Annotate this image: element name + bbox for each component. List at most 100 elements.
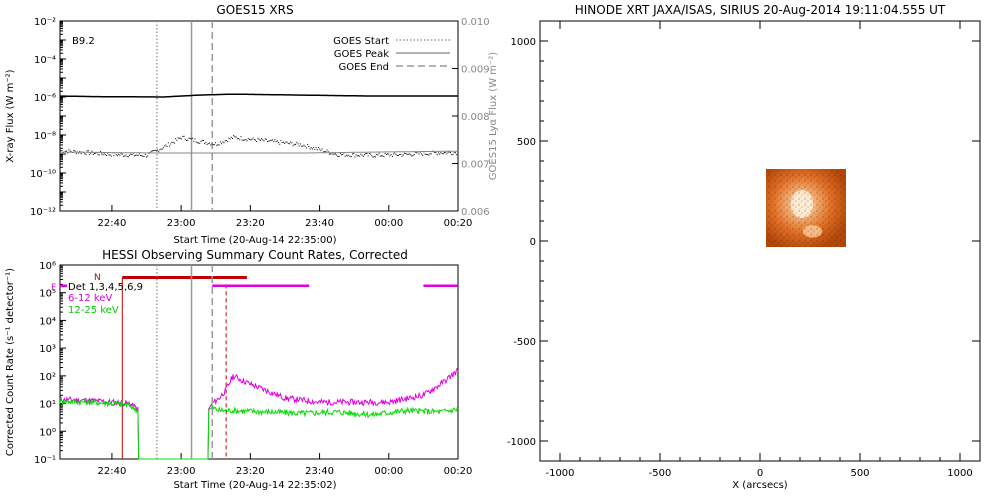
hessi-x-tick-label: 00:20 <box>444 466 473 477</box>
goes-point-short <box>298 145 300 147</box>
goes-point-short <box>107 152 109 154</box>
hessi-legend: F N Det 1,3,4,5,6,9 6-12 keV 12-25 keV <box>51 273 143 316</box>
xrt-x-tick-label: 1000 <box>947 468 972 479</box>
hessi-line-high <box>59 397 459 460</box>
goes-point-short <box>347 155 349 157</box>
goes-point-short <box>256 141 258 143</box>
goes-point-short <box>453 152 455 154</box>
goes-point-short <box>133 155 135 157</box>
goes-point-short <box>221 143 223 145</box>
goes-point-short <box>61 150 63 152</box>
goes-point-short <box>101 153 103 155</box>
goes-point-short <box>325 151 327 153</box>
goes-point-short <box>327 151 329 153</box>
goes-point-short <box>445 151 447 153</box>
goes-point-short <box>170 143 172 145</box>
goes-ylabel: X-ray Flux (W m⁻²) <box>5 69 16 162</box>
goes-point-short <box>124 155 126 157</box>
goes-point-short <box>314 148 316 150</box>
goes-point-short <box>252 137 254 139</box>
goes-point-short <box>213 144 215 146</box>
goes-point-short <box>285 141 287 143</box>
goes-point-short <box>229 138 231 140</box>
goes-point-short <box>255 139 257 141</box>
goes-point-short <box>199 142 201 144</box>
goes-point-short <box>328 153 330 155</box>
goes-point-short <box>142 155 144 157</box>
goes-point-short <box>419 151 421 153</box>
goes-point-short <box>161 148 163 150</box>
goes-point-short <box>337 155 339 157</box>
hessi-xlabel: Start Time (20-Aug-14 22:35:02) <box>173 480 336 491</box>
goes-point-short <box>320 149 322 151</box>
goes-y2-tick-label: 0.008 <box>461 112 490 123</box>
goes-point-short <box>264 138 266 140</box>
goes-point-short <box>368 153 370 155</box>
goes-point-short <box>178 137 180 139</box>
goes-point-short <box>66 150 68 152</box>
hessi-title: HESSI Observing Summary Count Rates, Cor… <box>102 248 408 262</box>
goes-point-short <box>251 138 253 140</box>
goes-point-short <box>89 153 91 155</box>
goes-point-short <box>336 154 338 156</box>
hessi-y-tick-label: 10² <box>39 372 56 383</box>
goes-point-short <box>207 143 209 145</box>
goes-point-short <box>113 155 115 157</box>
goes-panel: GOES15 XRS B9.2 10⁻¹²10⁻¹⁰10⁻⁸10⁻⁶10⁻⁴10… <box>5 3 499 246</box>
goes-point-short <box>238 138 240 140</box>
goes-point-short <box>210 144 212 146</box>
goes-point-short <box>205 141 207 143</box>
xrt-x-tick-label: -1000 <box>545 468 574 479</box>
goes-point-short <box>99 151 101 153</box>
goes-point-short <box>224 140 226 142</box>
goes-point-short <box>241 139 243 141</box>
goes-point-short <box>131 153 133 155</box>
goes-point-short <box>384 152 386 154</box>
goes-point-short <box>344 155 346 157</box>
goes-ylabel-right: GOES15 Lyα Flux (W m⁻²) <box>488 52 499 180</box>
goes-point-short <box>372 156 374 158</box>
goes-y2-tick-label: 0.006 <box>461 207 490 218</box>
goes-y-tick-label: 10⁻⁴ <box>34 55 56 66</box>
goes-point-short <box>235 136 237 138</box>
goes-point-short <box>259 139 261 141</box>
goes-point-short <box>176 139 178 141</box>
goes-point-short <box>434 151 436 153</box>
goes-point-short <box>196 142 198 144</box>
goes-point-short <box>240 136 242 138</box>
goes-point-short <box>217 144 219 146</box>
xrt-title: HINODE XRT JAXA/ISAS, SIRIUS 20-Aug-2014… <box>575 3 946 17</box>
goes-legend: GOES Start GOES Peak GOES End <box>333 36 450 73</box>
goes-point-short <box>129 154 131 156</box>
xrt-image-noise <box>766 169 846 247</box>
xrt-y-tick-label: -500 <box>513 337 536 348</box>
goes-point-short <box>152 150 154 152</box>
hessi-y-tick-label: 10⁵ <box>39 289 56 300</box>
goes-point-short <box>389 155 391 157</box>
goes-point-short <box>404 152 406 154</box>
goes-point-short <box>359 155 361 157</box>
goes-point-short <box>362 155 364 157</box>
goes-point-short <box>90 152 92 154</box>
goes-point-short <box>194 138 196 140</box>
goes-point-short <box>73 149 75 151</box>
goes-y2-axis: 0.006 0.007 0.008 0.009 0.010 <box>452 17 490 218</box>
goes-point-short <box>394 152 396 154</box>
hessi-y-tick-label: 10⁰ <box>39 427 56 438</box>
goes-point-short <box>222 141 224 143</box>
goes-point-short <box>348 154 350 156</box>
goes-point-short <box>175 138 177 140</box>
xrt-y-tick-label: 500 <box>517 137 536 148</box>
goes-point-short <box>411 155 413 157</box>
goes-point-short <box>318 147 320 149</box>
goes-point-short <box>228 137 230 139</box>
goes-point-short <box>406 153 408 155</box>
goes-point-short <box>436 154 438 156</box>
goes-x-tick-label: 23:00 <box>167 218 196 229</box>
goes-xlabel: Start Time (20-Aug-14 22:35:00) <box>173 235 336 246</box>
goes-point-short <box>351 153 353 155</box>
goes-line-long <box>59 93 458 98</box>
goes-point-short <box>350 155 352 157</box>
goes-point-short <box>110 155 112 157</box>
